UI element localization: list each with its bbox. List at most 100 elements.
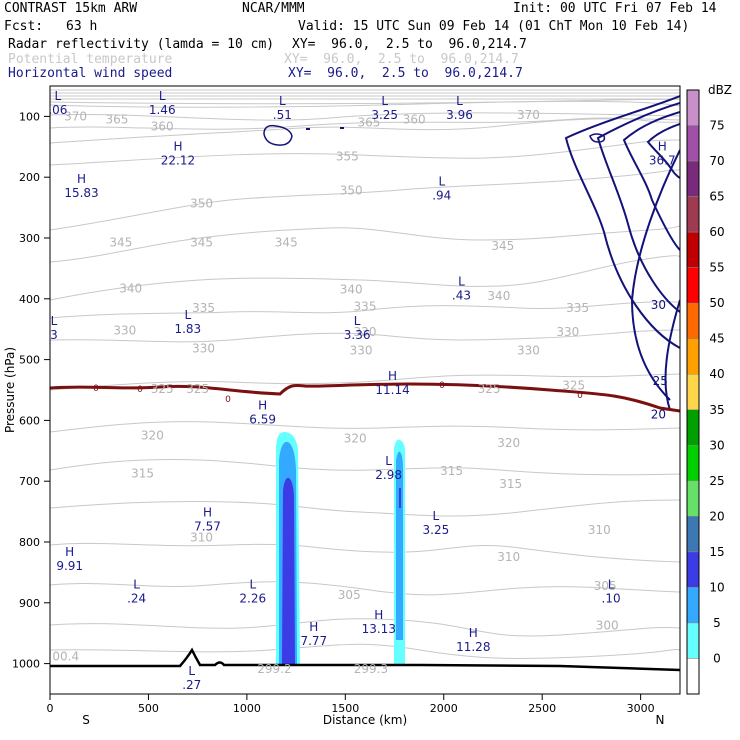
extremum-value: 3.25 [371, 108, 398, 122]
isentrope-label: 315 [131, 466, 154, 480]
extremum-value: 3.25 [423, 523, 450, 537]
isentrope-label: 360 [151, 120, 174, 134]
x-tick-label: 1000 [233, 702, 261, 715]
isentrope-label: 370 [517, 108, 540, 122]
colorbar-swatch [686, 445, 700, 482]
forecast-hour: 63 h [66, 19, 98, 34]
extremum-value: .51 [273, 108, 292, 122]
extremum-value: 7.77 [300, 634, 327, 648]
isentrope-label: 330 [517, 343, 540, 357]
isentrope-label: 315 [440, 464, 463, 478]
colorbar-frame [686, 89, 700, 695]
extremum-type: L [249, 577, 256, 591]
extremum-value: 9.91 [56, 559, 83, 573]
isentrope-label: 315 [499, 477, 522, 491]
freezing-level-marker: 0 [439, 381, 445, 391]
isentrope-300 [50, 581, 680, 596]
field3-xy: XY= 96.0, 2.5 to 96.0,214.7 [288, 66, 523, 81]
echo-column-1-core [282, 477, 295, 664]
freezing-level-labels: 0 0 0 0 0 [93, 381, 583, 405]
y-axis-label: Pressure (hPa) [3, 347, 17, 433]
colorbar-swatch [686, 338, 700, 375]
theta-labels: 370 365 360 365 360 370 355 350 350 345 345 345 345 3… [52, 108, 618, 676]
extremum-value: 3.96 [446, 108, 473, 122]
extremum-value: 36.7 [649, 154, 676, 168]
colorbar-label: 55 [709, 261, 724, 275]
isentrope-label: 335 [566, 301, 589, 315]
isentrope-345 [50, 225, 680, 263]
extremum-type: H [309, 620, 318, 634]
plot-area: 370 365 360 365 360 370 355 350 350 345 345 345 345 3… [50, 89, 680, 692]
extremum-type: L [184, 308, 191, 322]
extremum-type: H [65, 545, 74, 559]
isentrope-label: 340 [119, 281, 142, 295]
valid-time: Valid: 15 UTC Sun 09 Feb 14 (01 ChT Mon … [298, 19, 690, 34]
south-endpoint-label: S [82, 713, 90, 727]
isentrope-label: 310 [497, 550, 520, 564]
upper-theta-band [50, 89, 680, 108]
y-tick-label: 300 [19, 232, 40, 245]
extremum-value: .24 [127, 591, 146, 605]
extremum-type: L [279, 94, 286, 108]
isentrope-label: 345 [491, 239, 514, 253]
x-tick-label: 500 [138, 702, 159, 715]
isentrope-330 [50, 329, 680, 343]
isentrope-label: 330 [350, 343, 373, 357]
x-tick-label: 3000 [627, 702, 655, 715]
extremum-type: H [388, 369, 397, 383]
chart-title: CONTRAST 15km ARW [4, 1, 138, 16]
isentrope-305 [50, 542, 680, 563]
colorbar-label: 75 [709, 119, 724, 133]
colorbar-unit: dBZ [708, 83, 732, 97]
extremum-type: L [433, 509, 440, 523]
extremum-value: 2.98 [375, 468, 402, 482]
isentrope-label: 325 [478, 382, 501, 396]
colorbar-swatch [686, 196, 700, 233]
extremum-type: L [51, 314, 58, 328]
isentrope-label: 370 [64, 109, 87, 123]
x-axis: 0 500 1000 1500 2000 2500 3000 [47, 694, 655, 715]
field3-name: Horizontal wind speed [8, 66, 173, 81]
extremum-type: L [354, 314, 361, 328]
extremum-value: 1.46 [149, 103, 176, 117]
extremum-type: H [77, 172, 86, 186]
extremum-value: 2.26 [239, 591, 266, 605]
x-axis-label: Distance (km) [323, 713, 407, 727]
y-axis: 100 200 300 400 500 600 700 800 900 1000 [12, 110, 50, 671]
x-tick-label: 1500 [331, 702, 359, 715]
extremum-type: H [374, 608, 383, 622]
isentrope-label: 325 [562, 379, 585, 393]
extremum-type: L [188, 664, 195, 678]
freezing-level-marker: 0 [577, 391, 583, 401]
colorbar-label: 35 [709, 403, 724, 417]
isentrope-label: 299.2 [257, 662, 291, 676]
extrema-labels: L.06L1.46L.51L3.25L3.96H22.12H36.7H15.83… [50, 89, 676, 692]
isentrope-label: 320 [141, 429, 164, 443]
isentrope-label: 340 [340, 283, 363, 297]
isentrope-370 [50, 112, 680, 121]
colorbar-label: 70 [709, 154, 724, 168]
colorbar-label: 65 [709, 190, 724, 204]
reflectivity-shading [276, 432, 405, 664]
extremum-value: .27 [182, 678, 201, 692]
extremum-type: H [469, 626, 478, 640]
extremum-type: L [456, 94, 463, 108]
isentrope-label: 365 [357, 115, 380, 129]
isentrope-350 [50, 169, 680, 231]
colorbar-label: 15 [709, 545, 724, 559]
isentrope-325 [50, 373, 680, 391]
echo-column-2-core [399, 488, 401, 508]
isentrope-label: 365 [105, 112, 128, 126]
colorbar-label: 20 [709, 509, 724, 523]
x-tick-label: 2500 [528, 702, 556, 715]
extremum-type: L [438, 174, 445, 188]
isentrope-355 [50, 139, 680, 166]
colorbar-label: 45 [709, 332, 724, 346]
colorbar-swatch [686, 587, 700, 624]
y-tick-label: 600 [19, 414, 40, 427]
field1-name: Radar reflectivity (lamda = 10 cm) [8, 37, 275, 52]
colorbar-swatch [686, 373, 700, 411]
isentrope-label: 310 [190, 531, 213, 545]
y-tick-label: 200 [19, 171, 40, 184]
